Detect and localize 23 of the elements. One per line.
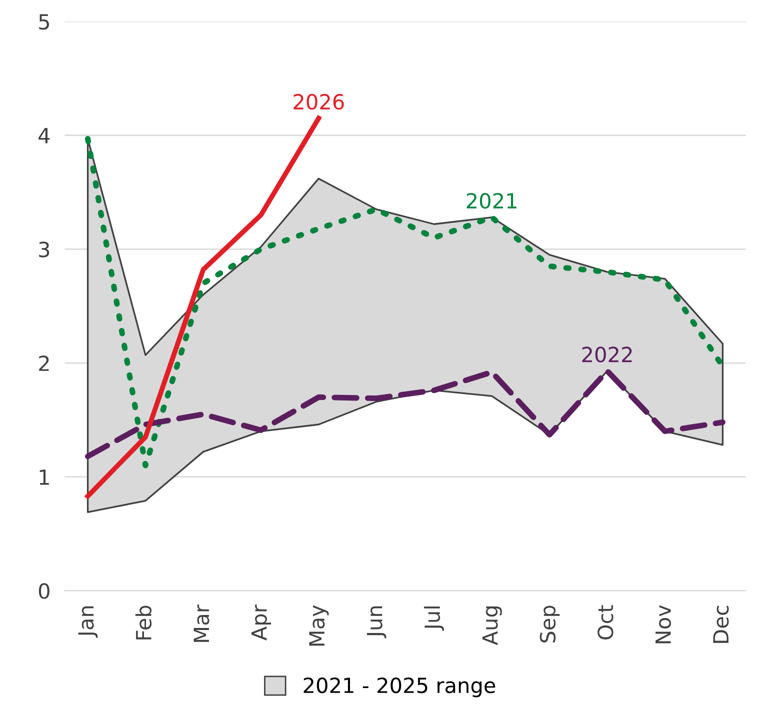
- x-tick-label: Apr: [251, 604, 272, 640]
- y-tick-label: 2: [39, 355, 49, 371]
- y-tick-label: 0: [38, 583, 50, 599]
- y-tick-label: 4: [38, 128, 50, 144]
- line-series: [85, 116, 322, 499]
- series-label: 2021: [466, 192, 516, 209]
- x-tick-label: Dec: [713, 606, 729, 643]
- series-label: 2022: [582, 346, 632, 362]
- x-tick-label: Oct: [598, 605, 614, 640]
- x-tick-label: Jun: [366, 606, 386, 638]
- legend-label: 2021 - 2025 range: [304, 677, 496, 698]
- x-tick-label: Aug: [482, 606, 502, 646]
- x-tick-label: May: [309, 605, 329, 646]
- y-tick-label: 5: [39, 14, 49, 30]
- x-tick-label: Mar: [194, 604, 210, 642]
- x-tick-label: Nov: [656, 605, 672, 644]
- x-tick-label: Sep: [540, 606, 560, 642]
- x-tick-label: Jul: [424, 606, 444, 631]
- series-label: 2026: [294, 94, 344, 110]
- x-tick-label: Jan: [78, 606, 98, 638]
- y-tick-label: 3: [39, 242, 50, 258]
- y-tick-label: 1: [40, 470, 49, 485]
- x-tick-label: Feb: [135, 606, 152, 640]
